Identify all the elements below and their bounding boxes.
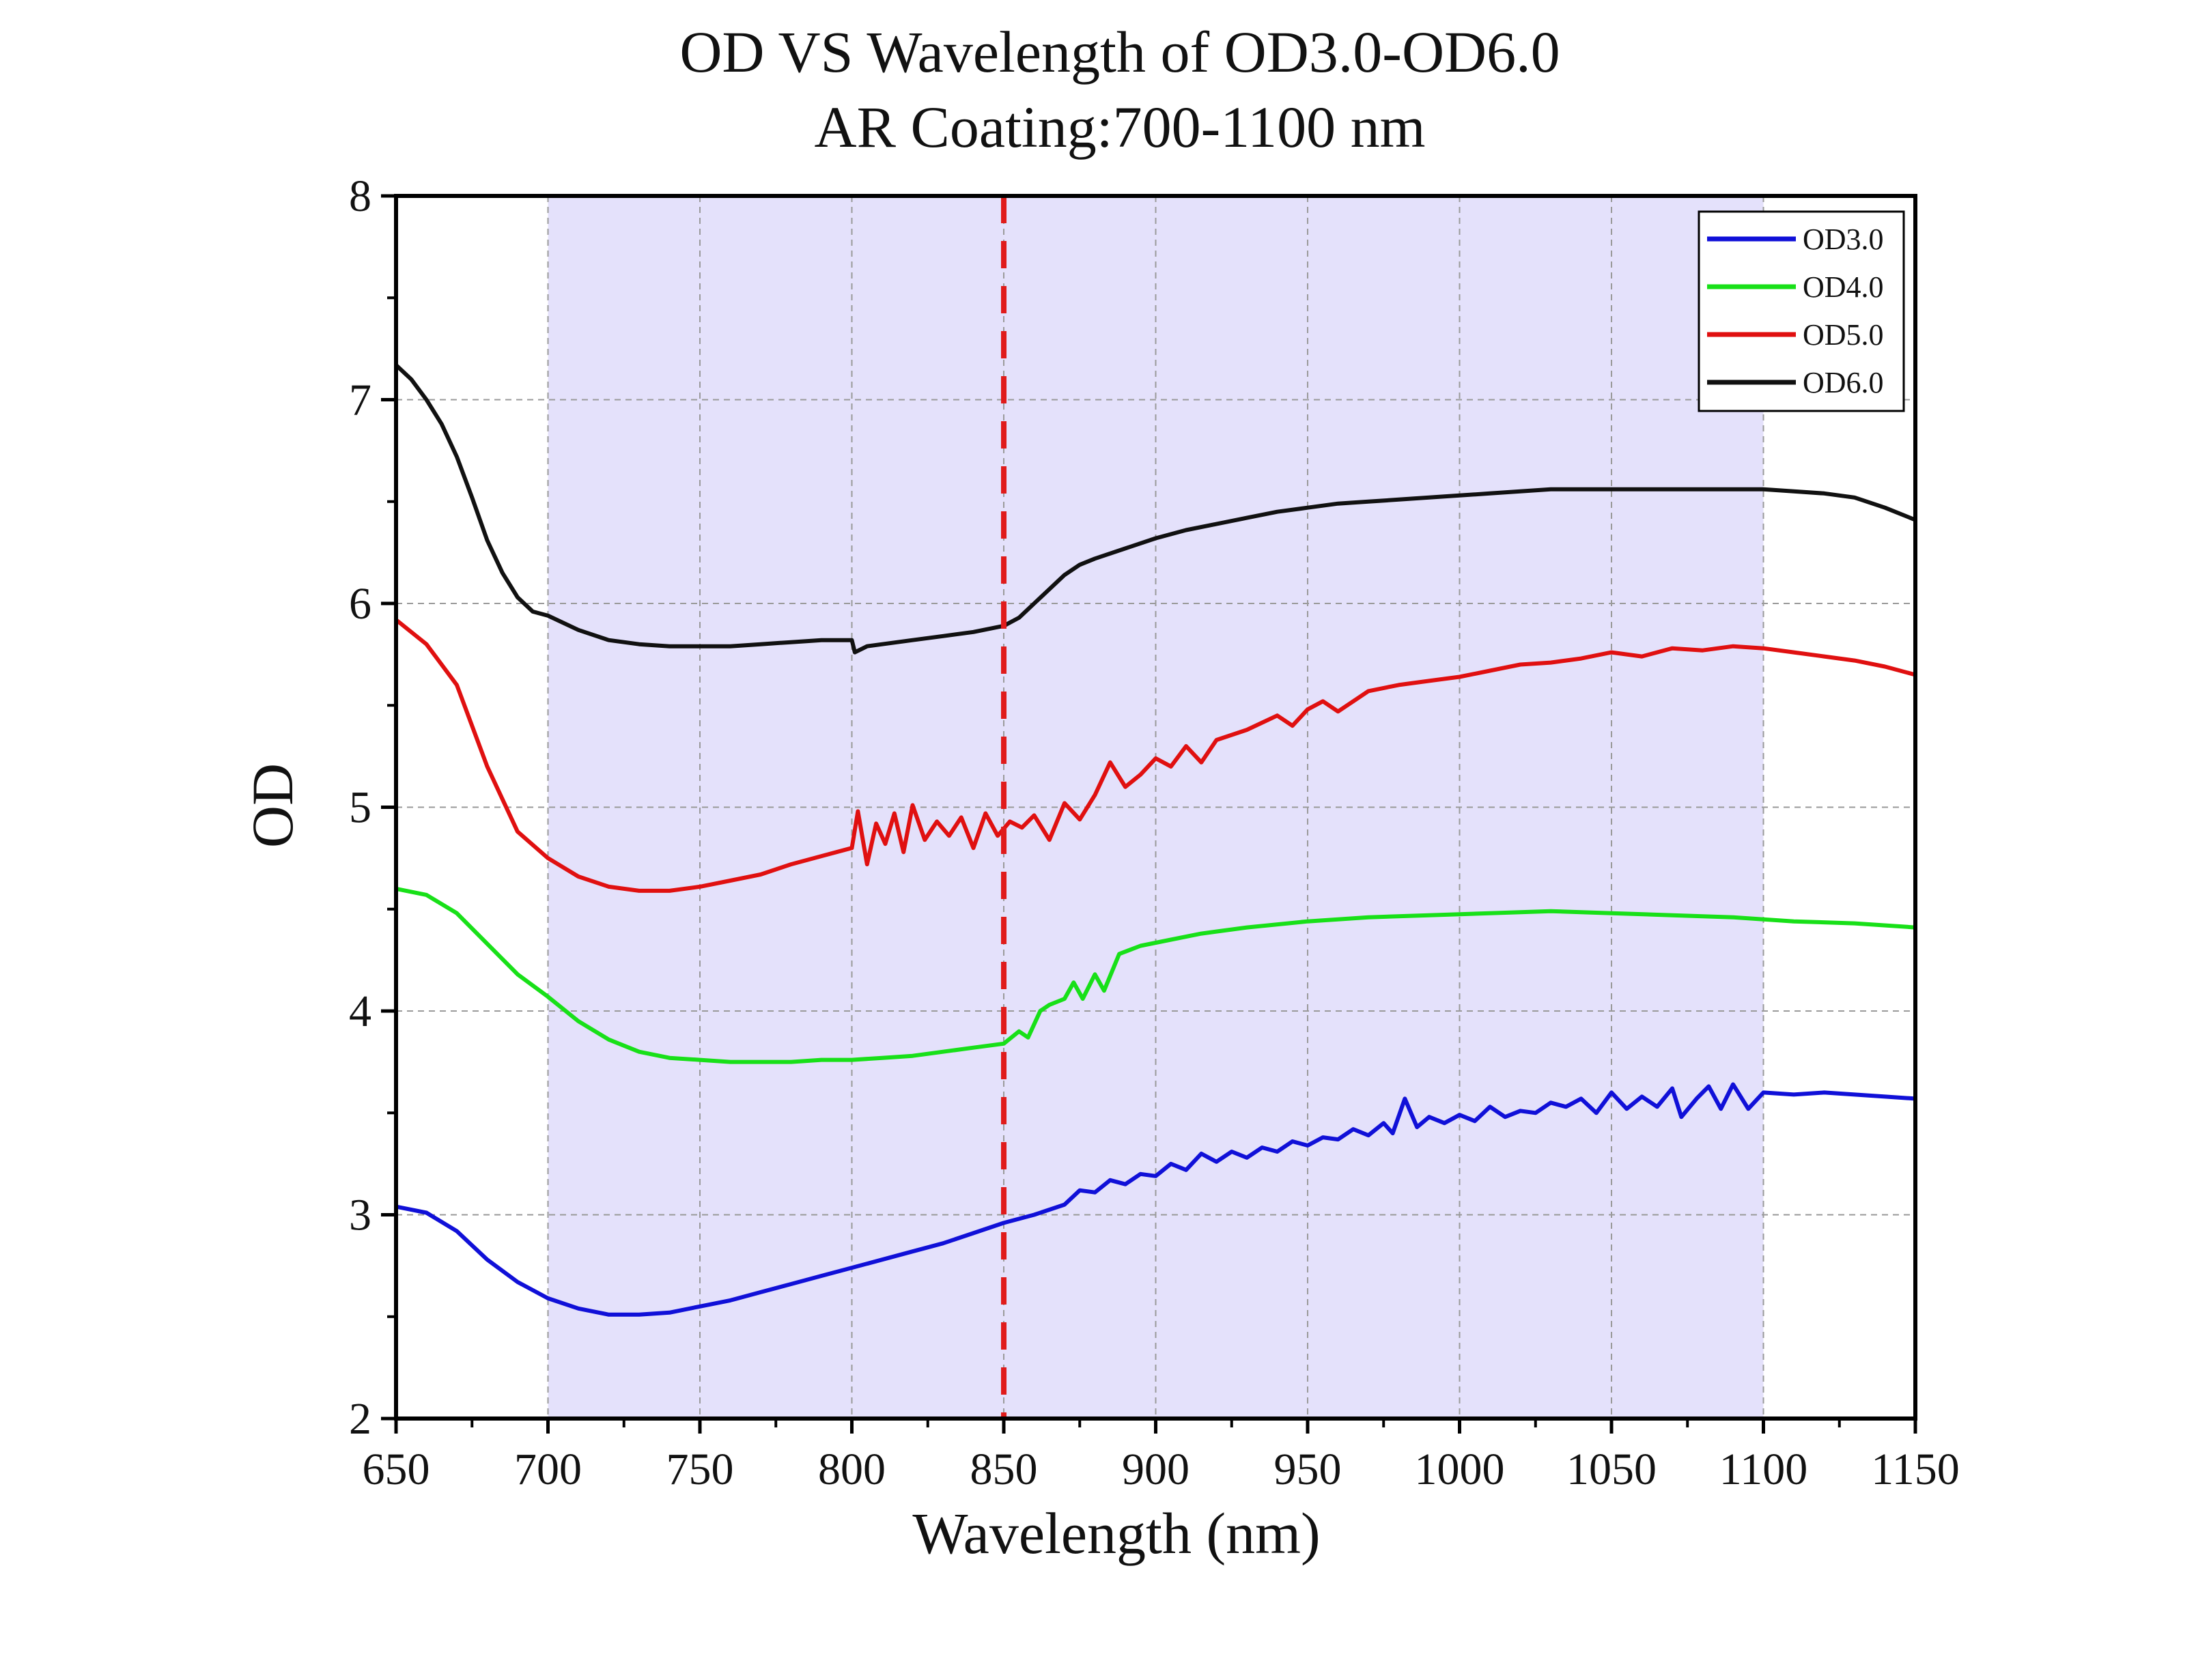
- series-line-od4-0: [394, 886, 1917, 1064]
- chart-title: OD VS Wavelength of OD3.0-OD6.0: [679, 19, 1560, 85]
- legend-label: OD6.0: [1803, 366, 1884, 399]
- series-line-od6-0: [394, 362, 1917, 655]
- y-tick-label: 2: [349, 1394, 371, 1444]
- series-line-od5-0: [394, 617, 1917, 893]
- x-tick-label: 750: [666, 1444, 734, 1494]
- legend-label: OD4.0: [1803, 270, 1884, 304]
- y-tick-label: 3: [349, 1191, 371, 1240]
- chart-subtitle: AR Coating:700-1100 nm: [814, 94, 1425, 160]
- x-tick-label: 1000: [1415, 1444, 1505, 1494]
- y-tick-label: 4: [349, 986, 371, 1036]
- y-tick-label: 5: [349, 783, 371, 833]
- x-tick-label: 850: [970, 1444, 1038, 1494]
- y-tick-label: 8: [349, 171, 371, 221]
- x-tick-label: 900: [1122, 1444, 1190, 1494]
- plot-area: 650 700 750 800 850 900 950 1000 1050 1100 1150 2 3 4…: [349, 171, 1960, 1494]
- x-tick-label: 1100: [1719, 1444, 1808, 1494]
- series-line-od3-0: [394, 1082, 1917, 1317]
- x-tick-label: 1050: [1566, 1444, 1657, 1494]
- x-tick-label: 700: [514, 1444, 582, 1494]
- y-tick-label: 6: [349, 579, 371, 629]
- x-axis-title: Wavelength (nm): [912, 1500, 1320, 1566]
- y-tick-label: 7: [349, 375, 371, 425]
- y-axis-title: OD: [240, 763, 305, 848]
- x-tick-label: 800: [818, 1444, 886, 1494]
- legend-box: [1698, 210, 1905, 412]
- x-tick-label: 1150: [1871, 1444, 1960, 1494]
- legend-label: OD3.0: [1803, 223, 1884, 256]
- x-tick-label: 650: [363, 1444, 430, 1494]
- x-tick-label: 950: [1274, 1444, 1342, 1494]
- legend-label: OD5.0: [1803, 318, 1884, 352]
